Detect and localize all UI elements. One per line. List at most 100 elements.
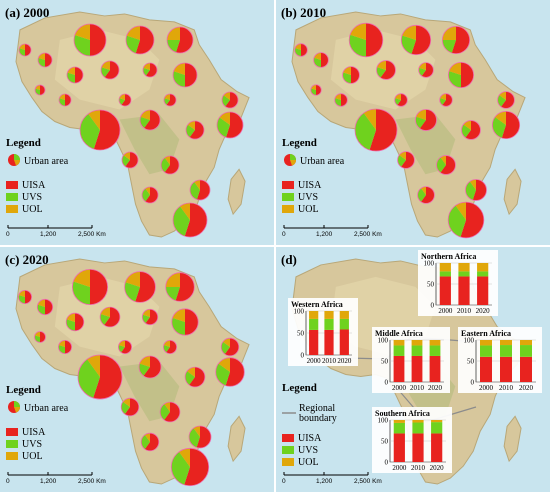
pie-slice-uisa (451, 26, 470, 54)
bar-segment-uvs (458, 271, 470, 277)
pie-slice-uol (140, 110, 150, 120)
pie-outline (100, 60, 120, 80)
pie-slice-uisa (65, 340, 72, 354)
pie-slice-uol (350, 23, 366, 40)
bar-segment-uol (477, 263, 489, 272)
urban-pie-2-5 (65, 312, 85, 332)
pie-slice-uisa (40, 331, 46, 343)
pie-slice-uisa (145, 63, 157, 77)
pie-slice-uol (164, 402, 170, 412)
pie-slice-uisa (184, 203, 207, 237)
pie-slice-uisa (369, 109, 397, 151)
pie-slice-uol (139, 356, 150, 367)
pie-slice-uvs (310, 88, 316, 96)
pie-slice-uvs (173, 71, 185, 87)
pie-slice-uisa (145, 309, 158, 325)
urban-pie-2-10 (77, 354, 123, 400)
region-bar-chart: Southern Africa 0 50 100 2000 2010 2020 (372, 407, 452, 473)
region-bar-chart: Middle Africa 0 50 100 2000 2010 2020 (372, 327, 450, 393)
scale-bar: 0 1,200 2,500 Km (282, 225, 382, 238)
bar-segment-uol (429, 340, 441, 346)
pie-slice-uvs (142, 188, 150, 202)
pie-outline (465, 179, 487, 201)
pie-slice-uvs (355, 113, 376, 150)
pie-slice-uvs (417, 188, 426, 202)
pie-slice-uol (193, 426, 200, 437)
bar-segment-uol (324, 311, 334, 319)
urban-pie-1-21 (394, 93, 408, 107)
y-tick-label: 50 (297, 330, 305, 338)
pie-slice-uol (440, 93, 446, 100)
pie-slice-uisa (25, 44, 31, 56)
pie-slice-uisa (461, 62, 474, 88)
urban-pie-1-11 (415, 109, 437, 131)
pie-slice-uvs (165, 287, 180, 301)
y-tick-label: 0 (385, 459, 389, 467)
pie-slice-uvs (143, 67, 150, 76)
x-tick-label: 2020 (430, 464, 445, 472)
urban-pie-2-14 (120, 397, 140, 417)
pie-slice-uisa (316, 84, 322, 96)
urban-pie-1-12 (461, 120, 481, 140)
pie-slice-uisa (125, 152, 138, 168)
pie-slice-uvs (415, 116, 426, 129)
urban-pie-0-20 (34, 84, 46, 96)
pie-outline (439, 93, 453, 107)
pie-slice-uvs (185, 371, 195, 386)
pie-slice-uisa (301, 43, 308, 57)
pie-outline (37, 52, 53, 68)
pie-slice-uisa (40, 85, 45, 95)
pie-slice-uisa (196, 426, 211, 448)
bar-segment-uol (393, 420, 405, 423)
pie-slice-uisa (401, 151, 415, 169)
pie-slice-uvs (38, 57, 45, 67)
pie-slice-uol (363, 109, 376, 130)
y-tick-label: 50 (467, 358, 475, 366)
pie-outline (184, 366, 206, 388)
pie-slice-uol (101, 61, 110, 70)
scale-bar: 0 1,200 2,500 Km (282, 472, 382, 485)
pie-slice-uol (179, 448, 190, 467)
legend-label-uvs: UVS (298, 192, 318, 203)
pie-slice-uisa (144, 433, 159, 451)
urban-area-label: Urban area (24, 403, 69, 414)
x-tick-label: 2020 (519, 384, 534, 392)
pie-slice-uvs (222, 95, 230, 107)
pie-slice-uol (442, 26, 456, 40)
pie-slice-uvs (185, 124, 195, 138)
pie-slice-uisa (145, 187, 158, 203)
pie-outline (66, 66, 84, 84)
x-tick-label: 2020 (476, 307, 491, 315)
bar-segment-uisa (439, 276, 451, 305)
legend-label-uvs: UVS (298, 445, 318, 456)
urban-pie-2-20 (34, 331, 46, 343)
pie-slice-uvs (77, 359, 100, 398)
pie-slice-uvs (79, 113, 100, 150)
bar-segment-uisa (411, 355, 423, 382)
pie-slice-uisa (189, 121, 205, 139)
pie-outline (165, 272, 195, 302)
legend: Legend Urban area UISA UVS UOL (6, 384, 69, 462)
pie-outline (313, 52, 329, 68)
bar-segment-uisa (309, 329, 319, 355)
legend-title: Legend (6, 137, 41, 149)
pie-outline (118, 339, 133, 354)
urban-pie-0-2 (166, 26, 194, 54)
urban-pie-0-7 (142, 62, 158, 78)
urban-pie-0-17 (189, 179, 211, 201)
legend-swatch-uol (6, 452, 18, 460)
x-tick-label: 2000 (438, 307, 453, 315)
bar-segment-uvs (393, 422, 405, 434)
bar-segment-uvs (520, 345, 532, 357)
pie-outline (376, 60, 396, 80)
pie-outline (124, 271, 156, 303)
urban-area-label: Urban area (300, 156, 345, 167)
bar-segment-uvs (480, 345, 492, 357)
legend: Legend Urban area UISA UVS UOL (282, 137, 345, 215)
x-tick-label: 2020 (337, 357, 352, 365)
bar-segment-uisa (480, 356, 492, 382)
pie-slice-uol (311, 84, 316, 90)
pie-slice-uol (455, 202, 466, 220)
pie-outline (189, 179, 211, 201)
bar-segment-uol (500, 340, 512, 346)
